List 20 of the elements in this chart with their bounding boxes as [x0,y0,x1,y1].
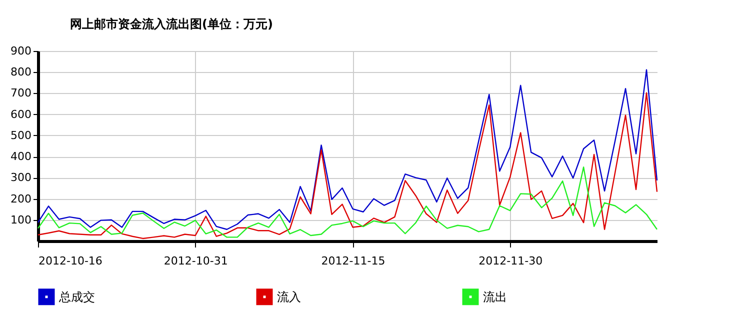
y-tick-label: 600 [10,108,32,121]
chart-title: 网上邮市资金流入流出图(单位：万元) [70,17,273,31]
x-tick-label: 2012-11-15 [321,254,386,268]
line-series [37,69,658,230]
x-tick-label: 2012-10-16 [38,254,102,268]
y-tick-label: 500 [10,128,32,142]
y-tick-label: 100 [10,213,32,226]
y-tick-label: 700 [10,86,32,100]
y-tick-label: 800 [10,66,32,79]
line-series [37,166,658,238]
legend-label: 总成交 [58,290,95,304]
line-series [37,92,658,240]
legend-label: 流入 [277,290,301,304]
y-tick-label: 300 [10,171,32,184]
legend-label: 流出 [483,290,507,304]
y-tick-label: 400 [10,150,32,164]
x-tick-label: 2012-10-31 [164,254,228,268]
x-tick-label: 2012-11-30 [478,254,543,268]
y-tick-label: 900 [10,44,32,58]
y-tick-label: 200 [10,192,32,206]
